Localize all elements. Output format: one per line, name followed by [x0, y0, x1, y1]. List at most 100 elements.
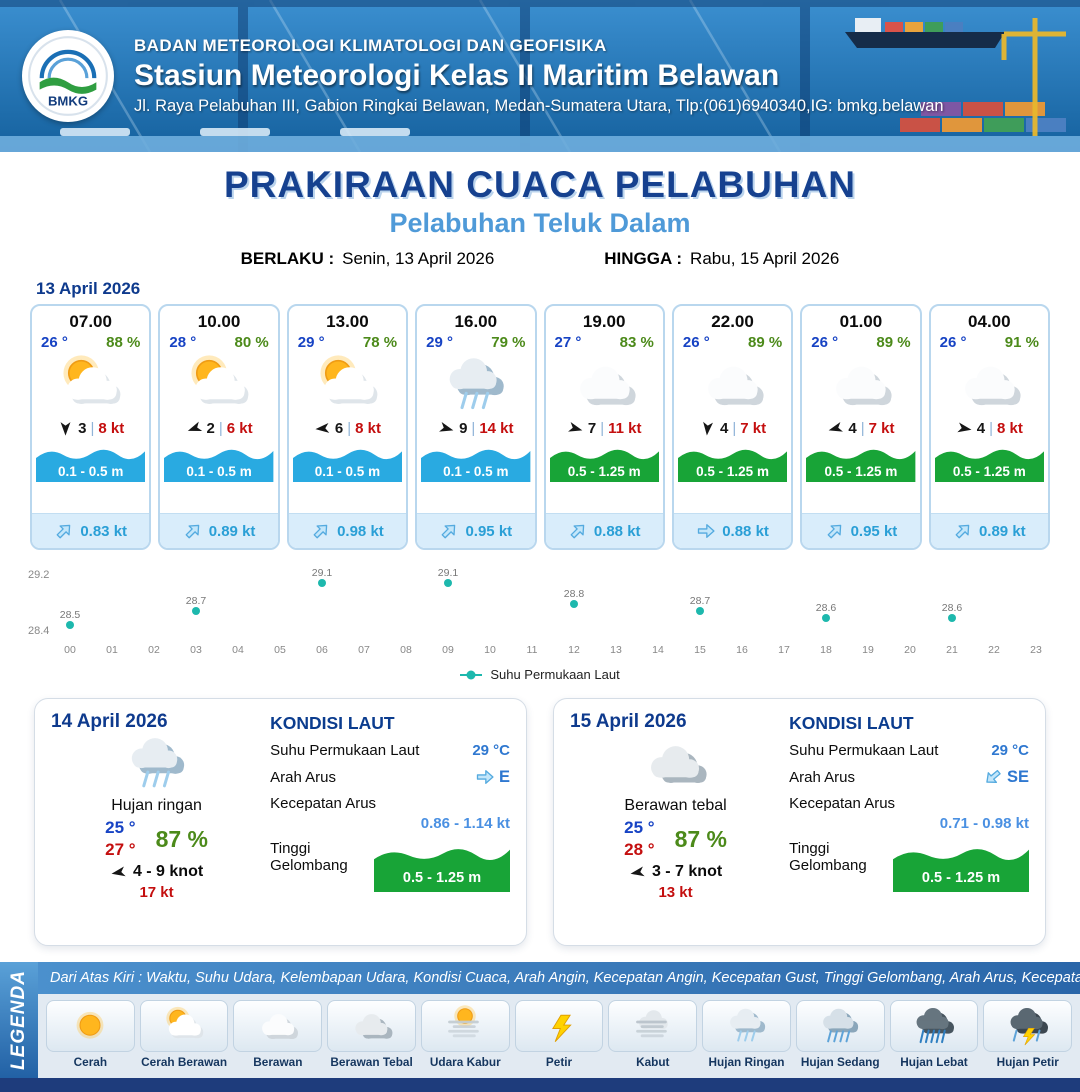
- gust-value: 13 kt: [658, 884, 693, 902]
- current-speed-label: Kecepatan Arus: [270, 795, 377, 812]
- time-label: 19.00: [582, 312, 626, 331]
- hujan-ringan-icon: [105, 733, 209, 795]
- x-axis-tick: 01: [106, 644, 118, 656]
- wind-row: 4 - 9 knot: [110, 863, 203, 881]
- berawan-icon: [562, 353, 647, 417]
- legend-item-label: Berawan: [253, 1055, 303, 1069]
- validity-row: BERLAKU : Senin, 13 April 2026 HINGGA : Ra…: [0, 249, 1080, 269]
- chart-legend: Suhu Permukaan Laut: [26, 667, 1054, 682]
- harbor-illustration: [0, 0, 1080, 152]
- legend-title-text: LEGENDA: [8, 970, 29, 1070]
- wind-speed-value: 7: [587, 420, 597, 437]
- sst-label: Suhu Permukaan Laut: [270, 742, 420, 759]
- wind-row: 7 | 11 kt: [546, 420, 663, 437]
- sst-value: 29 °C: [472, 742, 510, 759]
- temp-humidity-row: 27 ° 83 %: [546, 332, 663, 351]
- station-address: Jl. Raya Pelabuhan III, Gabion Ringkai B…: [134, 97, 944, 115]
- wind-direction-icon: [183, 418, 205, 440]
- x-axis-tick: 12: [568, 644, 580, 656]
- x-axis-tick: 08: [400, 644, 412, 656]
- date-label: 14 April 2026: [51, 711, 168, 732]
- legend-item: Kabut: [608, 1000, 698, 1074]
- berlaku-group: BERLAKU : Senin, 13 April 2026: [241, 249, 495, 269]
- gust-value: 8 kt: [98, 420, 125, 437]
- time-label: 07.00: [69, 312, 112, 331]
- temp-humidity-row: 29 ° 78 %: [289, 332, 406, 351]
- bmkg-logo: BMKG: [22, 30, 114, 122]
- current-direction-icon: [949, 517, 977, 545]
- x-axis-tick: 17: [778, 644, 790, 656]
- temperature-value: 26 °: [811, 334, 839, 351]
- gust-value: 7 kt: [740, 420, 767, 437]
- temps-row: 25 ° 28 ° 87 %: [624, 817, 727, 861]
- sst-value-label: 28.6: [941, 602, 963, 614]
- sst-value-label: 28.7: [185, 595, 207, 607]
- daily-forecast-card: 15 April 2026 Berawan tebal 25 ° 28 ° 87…: [553, 698, 1046, 946]
- condition-label: Hujan ringan: [111, 797, 202, 814]
- legend-item-label: Cerah Berawan: [141, 1055, 228, 1069]
- chart-legend-label: Suhu Permukaan Laut: [490, 667, 620, 682]
- sst-value-label: 28.8: [563, 588, 585, 600]
- sst-point: [192, 607, 200, 615]
- cerah-berawan-icon: [48, 353, 133, 417]
- current-direction-icon: [820, 517, 848, 545]
- current-direction-icon: [179, 517, 207, 545]
- forecast-card: 16.00 29 ° 79 % 9 | 14 kt 0.1 - 0.5 m: [415, 304, 537, 550]
- legend-item: Petir: [514, 1000, 604, 1074]
- sea-conditions-title: KONDISI LAUT: [270, 713, 395, 733]
- hingga-value: Rabu, 15 April 2026: [690, 249, 840, 268]
- legend-item: Cerah: [46, 1000, 135, 1074]
- temperature-value: 27 °: [554, 334, 582, 351]
- temperature-value: 26 °: [939, 334, 967, 351]
- wind-speed-value: 6: [334, 420, 344, 437]
- current-speed-value: 0.88 kt: [722, 522, 769, 540]
- wave-height: 0.1 - 0.5 m: [292, 442, 403, 482]
- sst-value-label: 29.1: [311, 567, 333, 579]
- wind-direction-icon: [57, 420, 74, 437]
- gust-value: 6 kt: [226, 420, 253, 437]
- time-label: 01.00: [839, 312, 883, 331]
- hourly-cards-row: 07.00 26 ° 88 % 3 | 8 kt 0.1 - 0.5 m: [0, 304, 1080, 550]
- wave-height: 0.1 - 0.5 m: [421, 442, 531, 482]
- sea-conditions-column: KONDISI LAUT Suhu Permukaan Laut 29 °C A…: [270, 711, 510, 933]
- current-speed-footer: 0.88 kt: [545, 513, 663, 548]
- humidity-value: 83 %: [619, 334, 654, 351]
- humidity-value: 80 %: [234, 334, 269, 351]
- wind-direction-icon: [565, 418, 586, 439]
- berawan-tebal-icon: [624, 733, 728, 795]
- humidity-value: 79 %: [491, 334, 526, 351]
- wave-height-value: 0.1 - 0.5 m: [443, 464, 509, 479]
- temp-humidity-row: 26 ° 89 %: [674, 332, 791, 351]
- page-title: PRAKIRAAN CUACA PELABUHAN: [223, 164, 857, 205]
- hujan-sedang-icon: [795, 1000, 885, 1052]
- wave-height: 0.5 - 1.25 m: [806, 442, 916, 482]
- sst-chart: 29.2 28.4 28.5 28.7 29.1 29.1 28.8 28.7 28.6 28…: [26, 564, 1054, 682]
- temps-row: 25 ° 27 ° 87 %: [105, 817, 208, 861]
- legend-item: Hujan Ringan: [702, 1000, 791, 1074]
- separator: |: [218, 420, 223, 437]
- wind-row: 6 | 8 kt: [289, 420, 406, 437]
- time-label: 04.00: [968, 312, 1011, 331]
- wave-height-value: 0.5 - 1.25 m: [824, 464, 898, 479]
- legend-title: LEGENDA: [0, 962, 38, 1078]
- current-direction-icon: [564, 517, 592, 545]
- forecast-card: 01.00 26 ° 89 % 4 | 7 kt 0.5 - 1.25 m: [800, 304, 922, 550]
- legend-item: Cerah Berawan: [139, 1000, 229, 1074]
- current-speed-footer: 0.89 kt: [930, 513, 1048, 548]
- x-axis-tick: 19: [862, 644, 874, 656]
- legend-item: Hujan Sedang: [795, 1000, 885, 1074]
- temperature-value: 26 °: [41, 334, 68, 351]
- sst-point: [444, 579, 452, 587]
- wave-height-value: 0.1 - 0.5 m: [314, 464, 381, 479]
- x-axis-tick: 18: [820, 644, 832, 656]
- legend-item: Hujan Lebat: [889, 1000, 979, 1074]
- separator: |: [732, 420, 737, 437]
- current-direction-icon: [979, 763, 1007, 791]
- current-direction-value: SE: [1006, 767, 1029, 786]
- y-axis-tick: 28.4: [28, 625, 50, 637]
- cerah-berawan-icon: [176, 353, 261, 417]
- wave-height-value: 0.5 - 1.25 m: [921, 870, 1001, 886]
- wave-height-value: 0.5 - 1.25 m: [696, 464, 769, 479]
- sst-value-label: 28.5: [59, 609, 81, 621]
- daily-weather-column: 14 April 2026 Hujan ringan 25 ° 27 ° 87 …: [51, 711, 262, 933]
